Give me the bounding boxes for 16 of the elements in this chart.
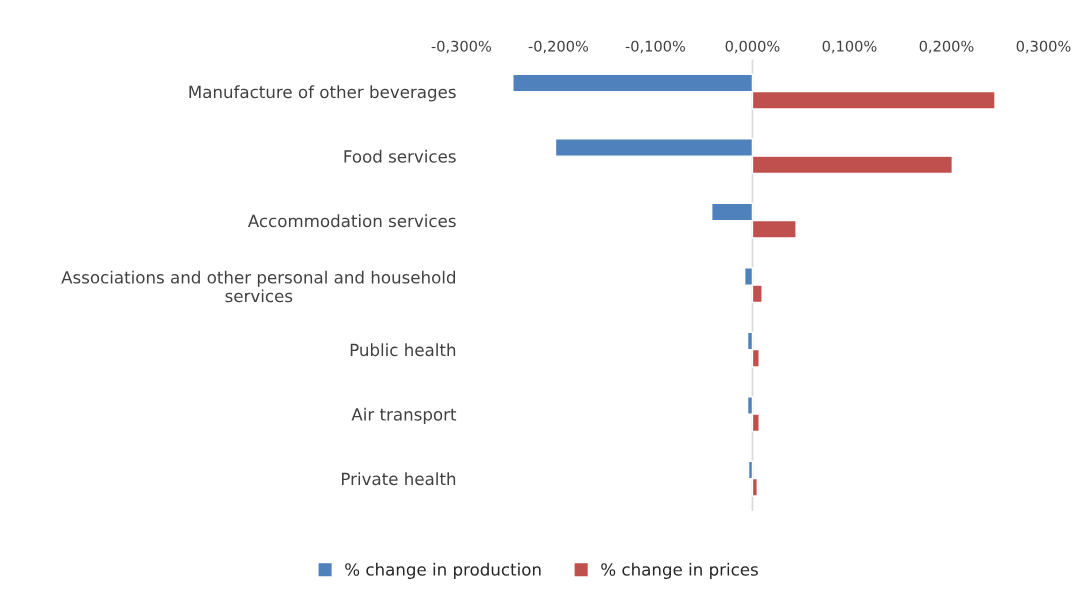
y-tick-label: Private health	[342, 472, 456, 486]
x-tick-label: 0,100%	[822, 40, 877, 54]
y-tick-label: Manufacture of other beverages	[189, 85, 456, 102]
y-tick-label: Food services	[344, 149, 456, 163]
y-tick-label: Air transport	[351, 407, 457, 424]
y-tick-label: Public health	[350, 343, 456, 357]
legend-label: % change in production	[345, 562, 541, 579]
y-tick-label: Accommodation services	[247, 214, 456, 228]
x-tick-label: 0,300%	[1016, 40, 1071, 54]
x-tick-label: -0,200%	[528, 40, 589, 54]
y-tick-label: Associations and other personal and household services	[61, 270, 456, 303]
legend-label: % change in prices	[601, 562, 758, 579]
x-tick-label: 0,200%	[919, 40, 974, 54]
x-tick-label: -0,100%	[625, 40, 686, 54]
x-tick-label: -0,300%	[431, 40, 492, 54]
x-tick-label: 0,000%	[725, 40, 780, 54]
